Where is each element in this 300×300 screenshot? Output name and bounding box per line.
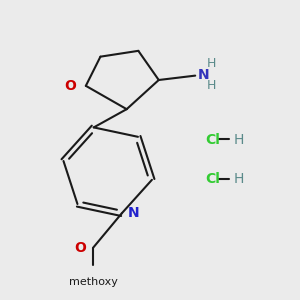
Text: H: H (207, 57, 216, 70)
Text: H: H (207, 80, 216, 92)
Text: O: O (64, 79, 76, 93)
Text: N: N (198, 68, 210, 82)
Text: H: H (233, 133, 244, 147)
Text: N: N (128, 206, 139, 220)
Text: Cl: Cl (206, 133, 220, 147)
Text: H: H (233, 172, 244, 186)
Text: Cl: Cl (206, 172, 220, 186)
Text: methoxy: methoxy (69, 277, 118, 287)
Text: O: O (74, 241, 86, 255)
